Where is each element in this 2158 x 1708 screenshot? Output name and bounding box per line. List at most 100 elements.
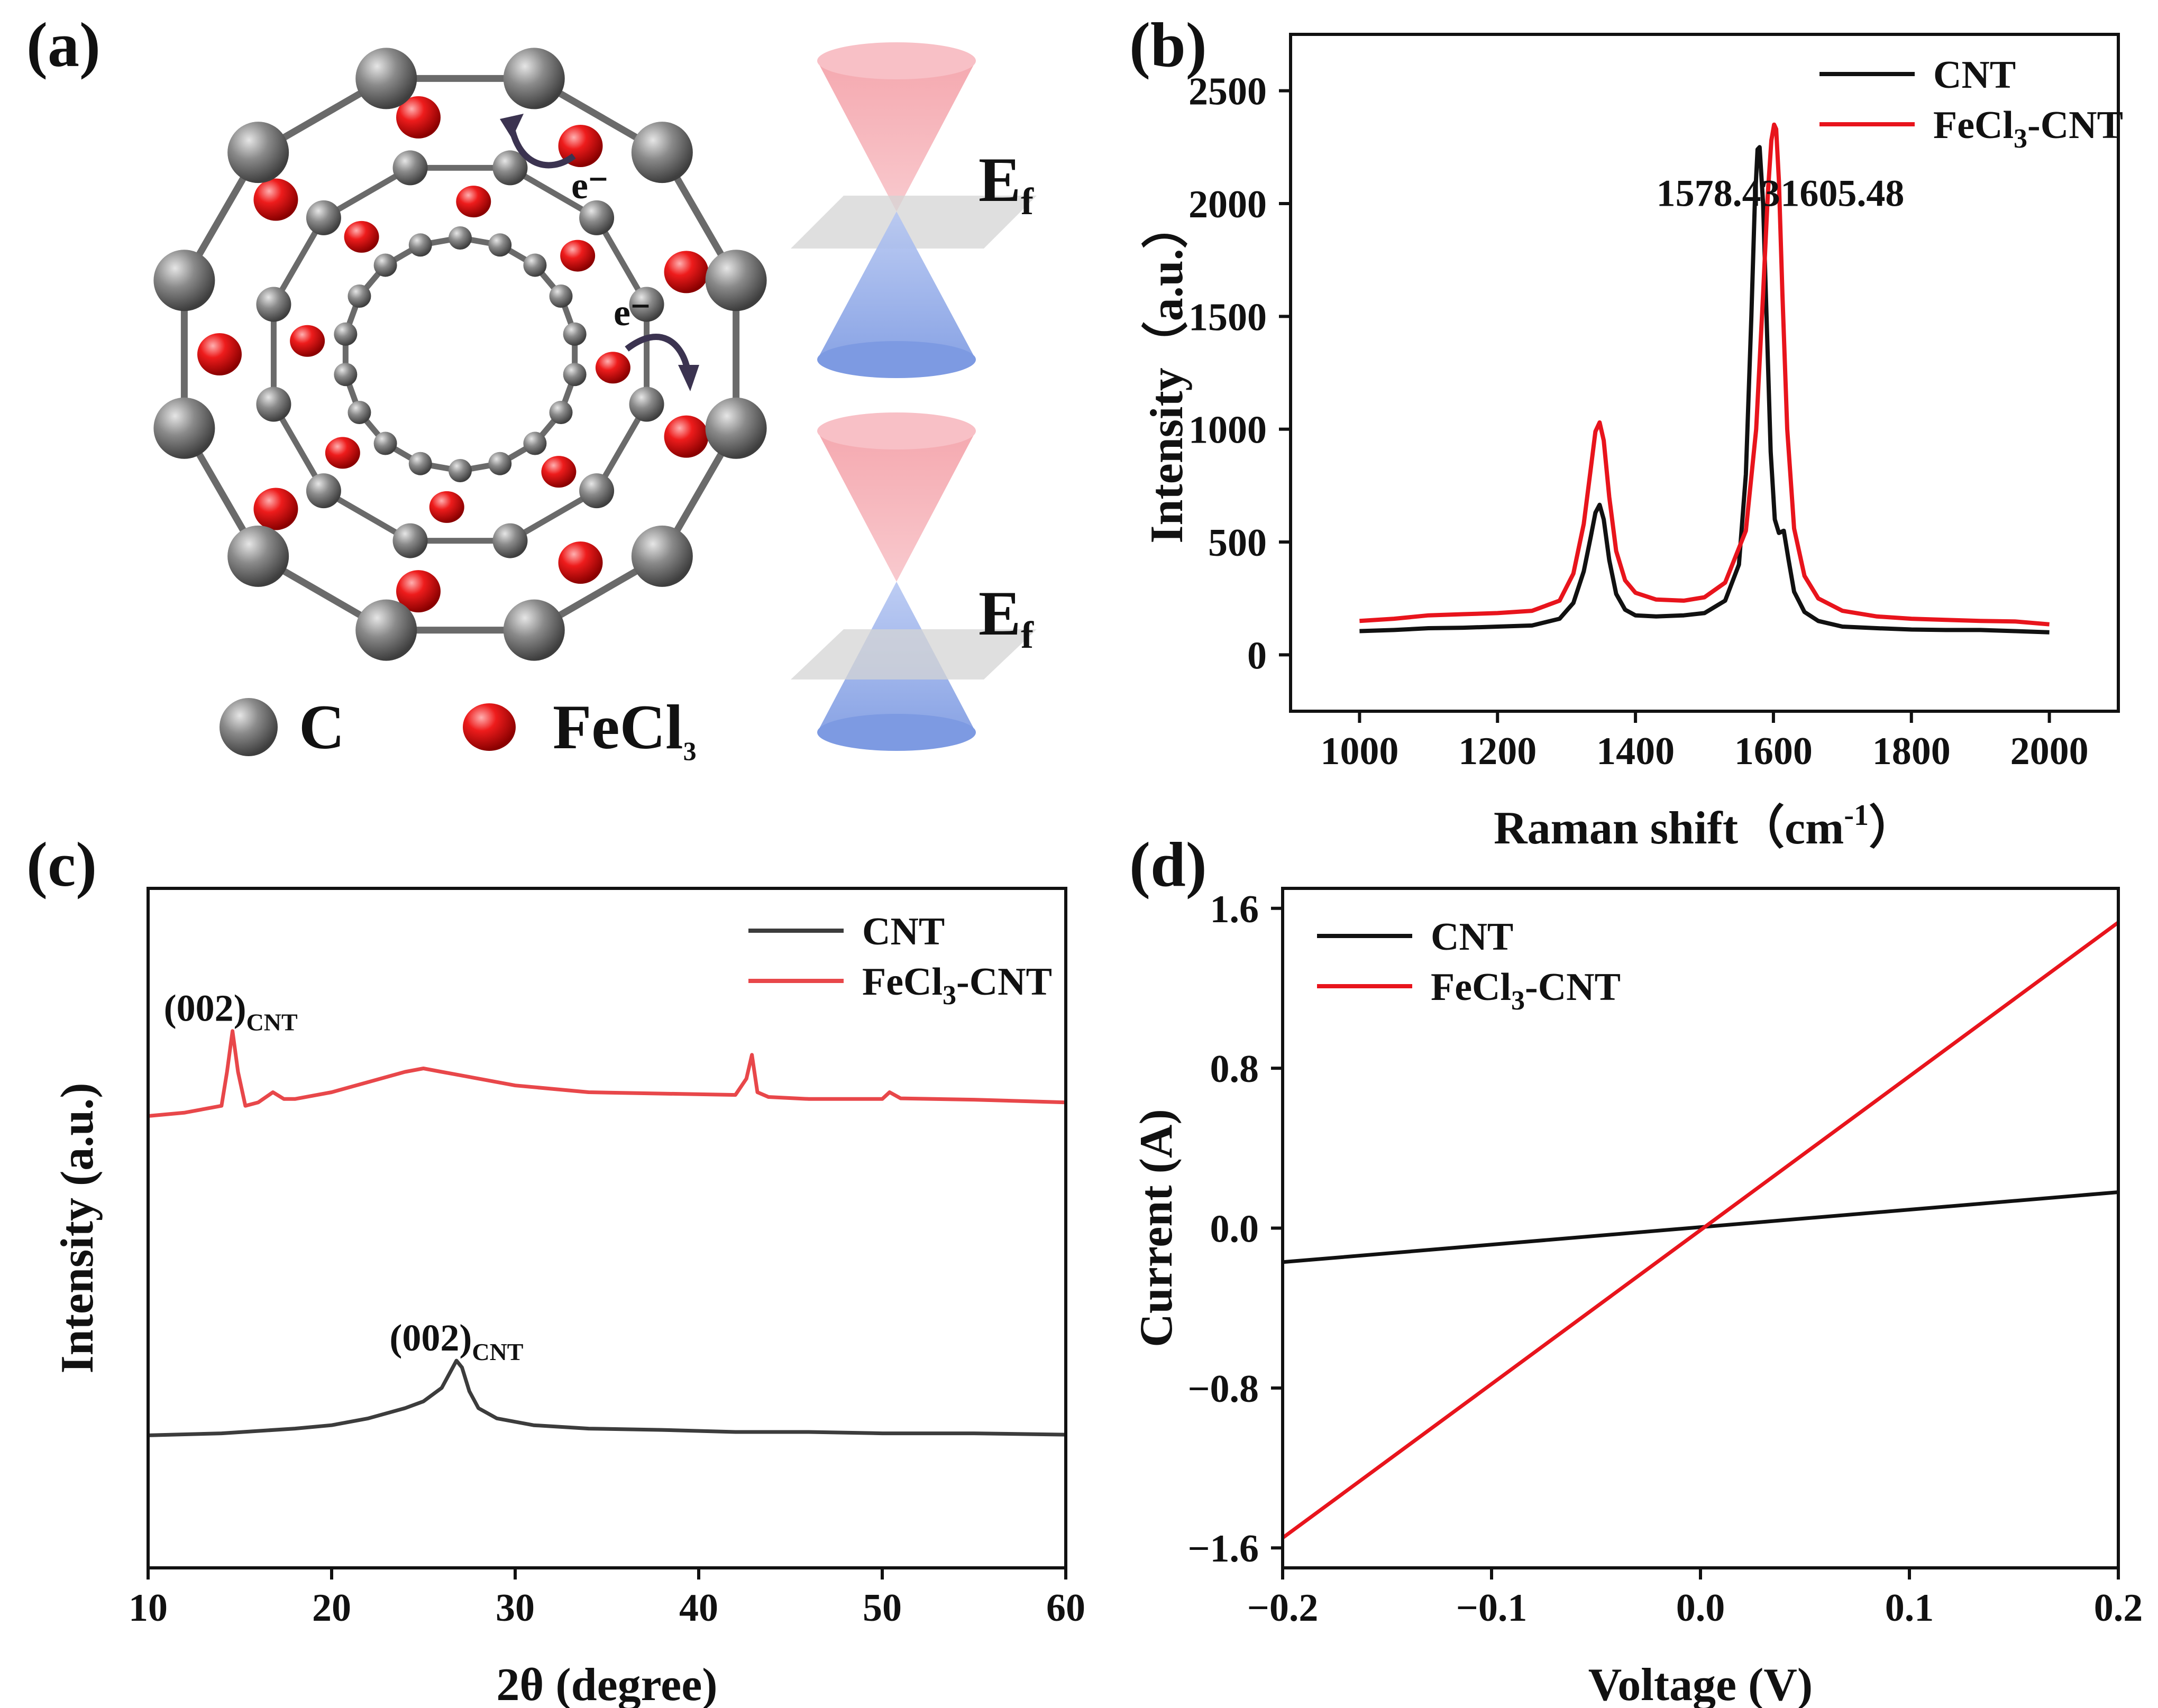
carbon-atom: [579, 200, 615, 235]
carbon-atom: [631, 122, 693, 183]
fecl3-molecule: [595, 352, 630, 384]
carbon-atom: [503, 48, 565, 109]
x-tick-label: 0.0: [1676, 1586, 1725, 1630]
fecl3-molecule: [197, 333, 242, 375]
legend-label: CNT: [862, 910, 945, 953]
fermi-label-top: Ef: [979, 144, 1034, 223]
carbon-atom: [256, 387, 291, 422]
carbon-atom: [492, 523, 528, 558]
carbon-atom: [373, 431, 397, 455]
cone-top-lower: [817, 212, 976, 360]
carbon-atom: [579, 473, 615, 509]
y-tick-label: 0.0: [1210, 1208, 1259, 1251]
x-tick-label: 10: [129, 1586, 168, 1630]
iv-chart: −0.2 −0.1 0.0 0.1 0.2 −1.6 −0.8 0.0 0.8 1.6 Voltag…: [1131, 887, 2143, 1708]
carbon-atom: [549, 284, 573, 308]
peak-annotation: (002)CNT: [164, 987, 298, 1036]
series-line-0: [1282, 1190, 2119, 1264]
legend-label-main: CNT: [1933, 53, 2016, 97]
x-axis-label: Voltage (V): [1588, 1659, 1813, 1708]
fecl3-molecules: [197, 96, 709, 613]
carbon-atom: [523, 253, 547, 277]
legend-label-tail: -CNT: [956, 960, 1052, 1004]
x-tick-label: 20: [312, 1586, 351, 1630]
fecl3-molecule: [253, 488, 298, 530]
electron-arrow-inner: [625, 334, 691, 371]
x-tick-label: 1000: [1320, 730, 1398, 773]
y-tick-label: −1.6: [1187, 1527, 1259, 1571]
carbon-atom: [705, 397, 767, 459]
carbon-atom: [449, 459, 472, 482]
panel-label-a: (a): [26, 10, 100, 80]
cone-top-lower-rim: [817, 341, 976, 378]
x-tick-label: 1600: [1734, 730, 1813, 773]
x-axis-label: Raman shift（cm-1）: [1494, 799, 1915, 854]
carbon-atom: [523, 431, 547, 455]
peak-annotation: 1578.43: [1657, 172, 1780, 214]
x-tick-label: 50: [863, 1586, 902, 1630]
carbon-atom: [306, 473, 341, 509]
fecl3-molecule: [664, 415, 709, 458]
electron-label-outer: e⁻: [571, 164, 608, 207]
peak-annotation-main: (002): [164, 987, 246, 1030]
carbon-atom: [563, 363, 587, 387]
x-axis-label-end: ）: [1869, 803, 1915, 854]
fecl3-molecule: [325, 437, 360, 469]
x-tick-label: 0.1: [1885, 1586, 1934, 1630]
panel-label-b: (b): [1129, 10, 1207, 80]
legend-label: CNT: [1431, 915, 1513, 959]
y-tick-label: 1.6: [1210, 888, 1259, 931]
carbon-atom: [373, 253, 397, 277]
carbon-atom: [355, 48, 417, 109]
fermi-label-top-sub: f: [1021, 180, 1034, 223]
legend-label-tail: -CNT: [1525, 966, 1621, 1009]
y-axis-label: Intensity（a.u.）: [1141, 202, 1193, 543]
carbon-atom: [334, 322, 358, 346]
legend-label-main: CNT: [862, 910, 945, 953]
legend-label-main: FeCl: [1933, 104, 2014, 147]
x-tick-label: 1400: [1596, 730, 1675, 773]
x-tick-label: 30: [496, 1586, 535, 1630]
carbon-legend-icon: [220, 698, 278, 756]
fermi-label-bottom-main: E: [979, 578, 1021, 648]
carbon-atom: [256, 287, 291, 322]
fecl3-molecule: [344, 221, 379, 253]
carbon-atom: [629, 287, 664, 322]
carbon-atom: [334, 363, 358, 387]
raman-chart: 1000 1200 1400 1600 1800 2000 0 500 1000 1500 2000…: [1141, 33, 2123, 854]
y-tick-label: 500: [1208, 521, 1267, 565]
series-line-1: [1281, 921, 2120, 1540]
peak-annotation: 1605.48: [1780, 172, 1904, 214]
cone-bottom-upper: [817, 431, 976, 582]
carbon-atom: [629, 387, 664, 422]
series-line-0: [148, 1358, 1066, 1437]
fecl3-molecule: [664, 251, 709, 293]
fecl3-legend-sub: 3: [683, 736, 697, 766]
carbon-atom: [355, 599, 417, 661]
legend-label-main: CNT: [1431, 915, 1513, 959]
carbon-atoms: [153, 48, 767, 661]
x-tick-label: 1800: [1872, 730, 1951, 773]
fecl3-molecule: [396, 570, 441, 613]
carbon-atom: [503, 599, 565, 661]
cone-top-upper: [817, 61, 976, 212]
y-tick-label: −0.8: [1187, 1367, 1259, 1411]
legend-label: FeCl3-CNT: [1933, 104, 2123, 154]
electron-label-inner: e⁻: [614, 291, 651, 334]
fermi-plane-top: [791, 196, 1037, 249]
carbon-atom: [492, 150, 528, 186]
cnt-structure-diagram: e⁻ e⁻ C FeCl3 Ef Ef: [153, 42, 1037, 766]
legend-label-main: FeCl: [862, 960, 943, 1004]
x-tick-label: −0.1: [1456, 1586, 1528, 1630]
carbon-atom: [705, 250, 767, 311]
legend-label-sub: 3: [943, 980, 956, 1011]
x-tick-label: 40: [679, 1586, 718, 1630]
fecl3-molecule: [541, 456, 577, 488]
carbon-atom: [488, 452, 512, 475]
legend-label-sub: 3: [2014, 124, 2027, 154]
carbon-atom: [449, 226, 472, 250]
x-tick-label: −0.2: [1247, 1586, 1319, 1630]
peak-annotation: (002)CNT: [389, 1317, 523, 1365]
cone-bottom-lower-rim: [817, 714, 976, 751]
